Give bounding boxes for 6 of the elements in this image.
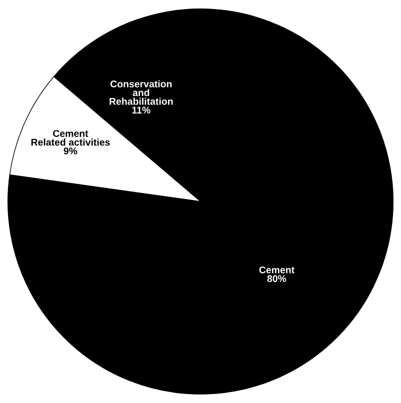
data-label: 80% <box>267 275 286 282</box>
slice-label: Conservation and Rehabilitation <box>110 80 173 105</box>
slice-label: Cement Related activities <box>31 130 110 146</box>
slice-label: Cement <box>259 266 294 274</box>
data-label: 9% <box>64 148 78 154</box>
data-label: 11% <box>132 106 150 114</box>
